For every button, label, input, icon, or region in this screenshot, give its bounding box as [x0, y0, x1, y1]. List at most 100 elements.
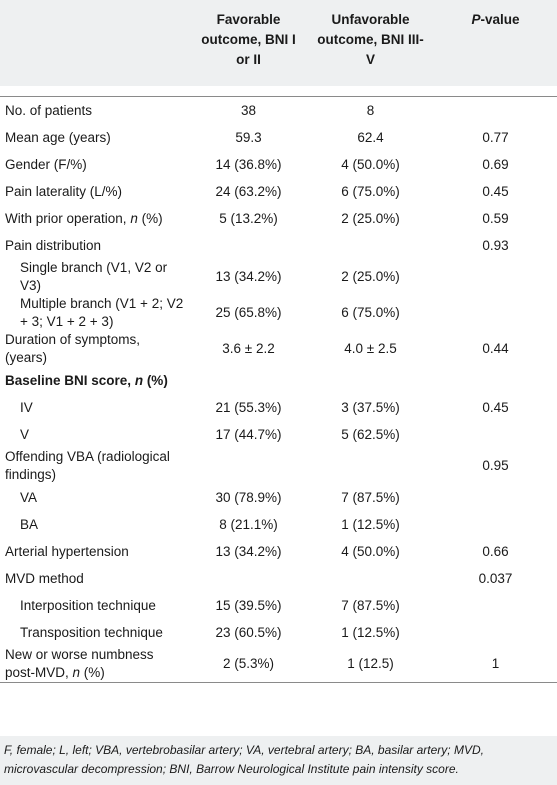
- cell-favorable: 8 (21.1%): [219, 516, 278, 532]
- cell-unfavorable: 3 (37.5%): [341, 399, 400, 415]
- cell-p-value: [434, 367, 557, 394]
- cell-p-value: [434, 511, 557, 538]
- cell-p-value: [434, 97, 557, 125]
- cell-p-value: 0.45: [482, 399, 509, 415]
- cell-p-value: 0.69: [482, 156, 509, 172]
- row-label: Offending VBA (radiological findings): [5, 449, 170, 482]
- cell-p-value: [434, 484, 557, 511]
- row-label: Transposition technique: [20, 624, 163, 640]
- table-row: With prior operation, n (%) 5 (13.2%) 2 …: [0, 205, 557, 232]
- cell-p-value: [434, 592, 557, 619]
- row-label: Gender (F/%): [5, 156, 87, 172]
- cell-favorable: 25 (65.8%): [215, 305, 282, 320]
- table-row: V 17 (44.7%) 5 (62.5%): [0, 421, 557, 448]
- cell-unfavorable: [307, 367, 434, 394]
- table-row: Offending VBA (radiological findings) 0.…: [0, 448, 557, 484]
- table-row: Multiple branch (V1 + 2; V2 + 3; V1 + 2 …: [0, 295, 557, 331]
- cell-p-value: 0.44: [482, 341, 509, 356]
- table-row: Pain laterality (L/%) 24 (63.2%) 6 (75.0…: [0, 178, 557, 205]
- cell-unfavorable: [307, 448, 434, 484]
- table-row: Duration of symptoms, (years) 3.6 ± 2.2 …: [0, 331, 557, 367]
- cell-favorable: [190, 565, 307, 592]
- cell-p-value: 0.66: [482, 543, 509, 559]
- cell-favorable: 24 (63.2%): [215, 183, 282, 199]
- table-row: No. of patients 38 8: [0, 97, 557, 125]
- table-row: Gender (F/%) 14 (36.8%) 4 (50.0%) 0.69: [0, 151, 557, 178]
- table-footnote: F, female; L, left; VBA, vertebrobasilar…: [4, 743, 484, 776]
- cell-unfavorable: 7 (87.5%): [341, 489, 400, 505]
- cell-favorable: 2 (5.3%): [190, 646, 307, 683]
- cell-p-value: [434, 295, 557, 331]
- header-unfavorable: Unfavorable outcome, BNI III-V: [307, 0, 434, 97]
- cell-unfavorable: 1 (12.5%): [341, 516, 400, 532]
- cell-p-value: 0.037: [478, 570, 513, 586]
- cell-unfavorable: 7 (87.5%): [341, 597, 400, 613]
- row-label: IV: [20, 399, 33, 415]
- row-label: With prior operation, n (%): [5, 210, 163, 226]
- table-row: Interposition technique 15 (39.5%) 7 (87…: [0, 592, 557, 619]
- row-label: Pain laterality (L/%): [5, 183, 123, 199]
- row-label: VA: [20, 489, 38, 505]
- table-row: New or worse numbness post-MVD, n (%) 2 …: [0, 646, 557, 683]
- header-favorable: Favorable outcome, BNI I or II: [190, 0, 307, 97]
- cell-unfavorable: 62.4: [357, 129, 384, 145]
- cell-unfavorable: 6 (75.0%): [341, 183, 400, 199]
- row-label: Mean age (years): [5, 129, 111, 145]
- table-row: IV 21 (55.3%) 3 (37.5%) 0.45: [0, 394, 557, 421]
- row-label: Multiple branch (V1 + 2; V2 + 3; V1 + 2 …: [20, 296, 184, 329]
- row-label: Pain distribution: [5, 237, 102, 253]
- cell-favorable: 38: [240, 102, 257, 118]
- table-row: Mean age (years) 59.3 62.4 0.77: [0, 124, 557, 151]
- cell-favorable: 13 (34.2%): [215, 543, 282, 559]
- cell-unfavorable: 8: [366, 102, 375, 118]
- cell-unfavorable: 2 (25.0%): [341, 210, 400, 226]
- cell-unfavorable: 1 (12.5%): [341, 624, 400, 640]
- cell-unfavorable: 1 (12.5): [307, 646, 434, 683]
- row-label: Baseline BNI score, n (%): [5, 372, 168, 388]
- row-label: New or worse numbness post-MVD, n (%): [0, 646, 190, 683]
- cell-favorable: [190, 448, 307, 484]
- cell-unfavorable: 4 (50.0%): [341, 543, 400, 559]
- cell-p-value: [434, 619, 557, 646]
- table-row: BA 8 (21.1%) 1 (12.5%): [0, 511, 557, 538]
- cell-unfavorable: 4.0 ± 2.5: [344, 341, 397, 356]
- table-row: Arterial hypertension 13 (34.2%) 4 (50.0…: [0, 538, 557, 565]
- cell-p-value: 0.77: [482, 129, 509, 145]
- row-label: V: [20, 426, 30, 442]
- cell-p-value: 1: [434, 646, 557, 683]
- cell-favorable: 13 (34.2%): [215, 269, 282, 284]
- header-variable: [0, 0, 190, 97]
- cell-favorable: 23 (60.5%): [215, 624, 282, 640]
- table-row: MVD method 0.037: [0, 565, 557, 592]
- cell-unfavorable: 2 (25.0%): [341, 269, 400, 284]
- table-header-row: Favorable outcome, BNI I or II Unfavorab…: [0, 0, 557, 97]
- row-label: No. of patients: [5, 102, 93, 118]
- table-row: Single branch (V1, V2 or V3) 13 (34.2%) …: [0, 259, 557, 295]
- cell-unfavorable: 4 (50.0%): [341, 156, 400, 172]
- cell-favorable: 30 (78.9%): [215, 489, 282, 505]
- row-label: Single branch (V1, V2 or V3): [20, 260, 168, 293]
- cell-unfavorable: 6 (75.0%): [341, 305, 400, 320]
- cell-favorable: 21 (55.3%): [215, 399, 282, 415]
- cell-favorable: 14 (36.8%): [215, 156, 282, 172]
- cell-p-value: 0.93: [482, 237, 509, 253]
- cell-p-value: 0.45: [482, 183, 509, 199]
- row-label: BA: [20, 516, 39, 532]
- cell-p-value: [434, 421, 557, 448]
- cell-unfavorable: [307, 232, 434, 259]
- row-label: Duration of symptoms, (years): [5, 332, 141, 365]
- results-table: Favorable outcome, BNI I or II Unfavorab…: [0, 0, 557, 683]
- row-label: MVD method: [5, 570, 84, 586]
- cell-favorable: 59.3: [235, 129, 262, 145]
- cell-favorable: [190, 232, 307, 259]
- cell-favorable: [190, 367, 307, 394]
- row-label: Interposition technique: [20, 597, 156, 613]
- cell-favorable: 15 (39.5%): [215, 597, 282, 613]
- cell-unfavorable: 5 (62.5%): [341, 426, 400, 442]
- table-row: VA 30 (78.9%) 7 (87.5%): [0, 484, 557, 511]
- cell-favorable: 3.6 ± 2.2: [222, 341, 275, 356]
- cell-p-value: 0.95: [482, 458, 509, 473]
- table-row: Baseline BNI score, n (%): [0, 367, 557, 394]
- table-row: Transposition technique 23 (60.5%) 1 (12…: [0, 619, 557, 646]
